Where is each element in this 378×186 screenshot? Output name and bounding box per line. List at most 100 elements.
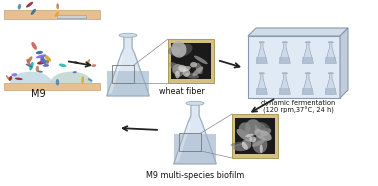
Ellipse shape — [177, 44, 192, 56]
Ellipse shape — [237, 129, 252, 142]
Ellipse shape — [175, 71, 180, 78]
Polygon shape — [175, 123, 191, 161]
Ellipse shape — [194, 56, 208, 64]
Polygon shape — [4, 83, 100, 90]
Ellipse shape — [91, 64, 96, 67]
Ellipse shape — [29, 62, 34, 70]
Polygon shape — [279, 57, 290, 63]
Polygon shape — [256, 73, 267, 94]
FancyBboxPatch shape — [235, 118, 275, 154]
Ellipse shape — [195, 63, 203, 74]
Ellipse shape — [27, 56, 33, 63]
Polygon shape — [57, 15, 85, 18]
Polygon shape — [108, 55, 124, 94]
Polygon shape — [325, 73, 336, 94]
Ellipse shape — [259, 42, 265, 43]
Ellipse shape — [242, 142, 248, 150]
Ellipse shape — [233, 143, 251, 151]
Polygon shape — [302, 73, 313, 94]
Ellipse shape — [40, 57, 48, 66]
Ellipse shape — [260, 145, 263, 153]
Ellipse shape — [255, 123, 266, 132]
Ellipse shape — [252, 140, 265, 147]
Polygon shape — [325, 42, 336, 63]
Bar — [112, 65, 134, 83]
Ellipse shape — [305, 42, 310, 43]
Ellipse shape — [86, 59, 90, 65]
Ellipse shape — [56, 3, 59, 9]
Polygon shape — [279, 88, 290, 94]
Ellipse shape — [9, 76, 12, 81]
Ellipse shape — [178, 66, 191, 72]
Ellipse shape — [172, 64, 182, 74]
Polygon shape — [107, 70, 149, 96]
Ellipse shape — [183, 69, 190, 77]
Ellipse shape — [239, 122, 251, 135]
Ellipse shape — [36, 66, 39, 72]
Polygon shape — [256, 42, 267, 63]
Ellipse shape — [15, 78, 23, 80]
Ellipse shape — [190, 62, 197, 68]
Ellipse shape — [31, 42, 37, 50]
Ellipse shape — [43, 60, 49, 63]
Ellipse shape — [40, 56, 44, 63]
Ellipse shape — [171, 41, 186, 58]
Ellipse shape — [328, 42, 333, 43]
Text: wheat fiber: wheat fiber — [159, 87, 204, 96]
Ellipse shape — [282, 73, 288, 74]
Ellipse shape — [81, 76, 84, 84]
Text: M9: M9 — [31, 89, 45, 99]
Polygon shape — [340, 28, 348, 98]
Ellipse shape — [25, 64, 33, 67]
Ellipse shape — [282, 42, 288, 43]
Ellipse shape — [59, 64, 67, 67]
Polygon shape — [174, 103, 216, 164]
Ellipse shape — [56, 79, 59, 86]
Ellipse shape — [36, 54, 46, 58]
FancyBboxPatch shape — [232, 114, 278, 158]
Ellipse shape — [253, 135, 267, 153]
Ellipse shape — [186, 101, 204, 105]
Ellipse shape — [245, 134, 254, 137]
Ellipse shape — [37, 71, 43, 73]
Polygon shape — [4, 10, 100, 19]
Ellipse shape — [44, 55, 51, 62]
Polygon shape — [248, 28, 348, 36]
Polygon shape — [248, 36, 340, 98]
Ellipse shape — [305, 73, 310, 74]
Ellipse shape — [168, 47, 180, 55]
Text: M9 multi-species biofilm: M9 multi-species biofilm — [146, 171, 244, 180]
Polygon shape — [256, 88, 267, 94]
Polygon shape — [174, 134, 216, 164]
Ellipse shape — [88, 78, 93, 81]
Ellipse shape — [172, 68, 179, 75]
Ellipse shape — [242, 139, 251, 149]
Ellipse shape — [26, 59, 30, 65]
Polygon shape — [279, 42, 290, 63]
Ellipse shape — [26, 2, 33, 7]
Ellipse shape — [259, 73, 265, 74]
Polygon shape — [325, 88, 336, 94]
Ellipse shape — [46, 58, 50, 65]
Polygon shape — [10, 72, 52, 83]
Ellipse shape — [328, 73, 333, 74]
Ellipse shape — [73, 71, 77, 73]
Ellipse shape — [249, 136, 256, 142]
Ellipse shape — [6, 75, 10, 81]
Polygon shape — [279, 73, 290, 94]
FancyBboxPatch shape — [168, 39, 214, 83]
Ellipse shape — [169, 62, 181, 71]
Ellipse shape — [31, 9, 36, 15]
Ellipse shape — [43, 64, 49, 67]
Bar — [179, 133, 201, 151]
Polygon shape — [302, 88, 313, 94]
Ellipse shape — [11, 73, 17, 76]
Ellipse shape — [254, 129, 272, 141]
Ellipse shape — [185, 73, 199, 79]
Ellipse shape — [231, 142, 246, 146]
Ellipse shape — [119, 33, 137, 37]
Ellipse shape — [18, 4, 21, 9]
Ellipse shape — [256, 122, 270, 131]
Ellipse shape — [178, 65, 186, 72]
Polygon shape — [325, 57, 336, 63]
